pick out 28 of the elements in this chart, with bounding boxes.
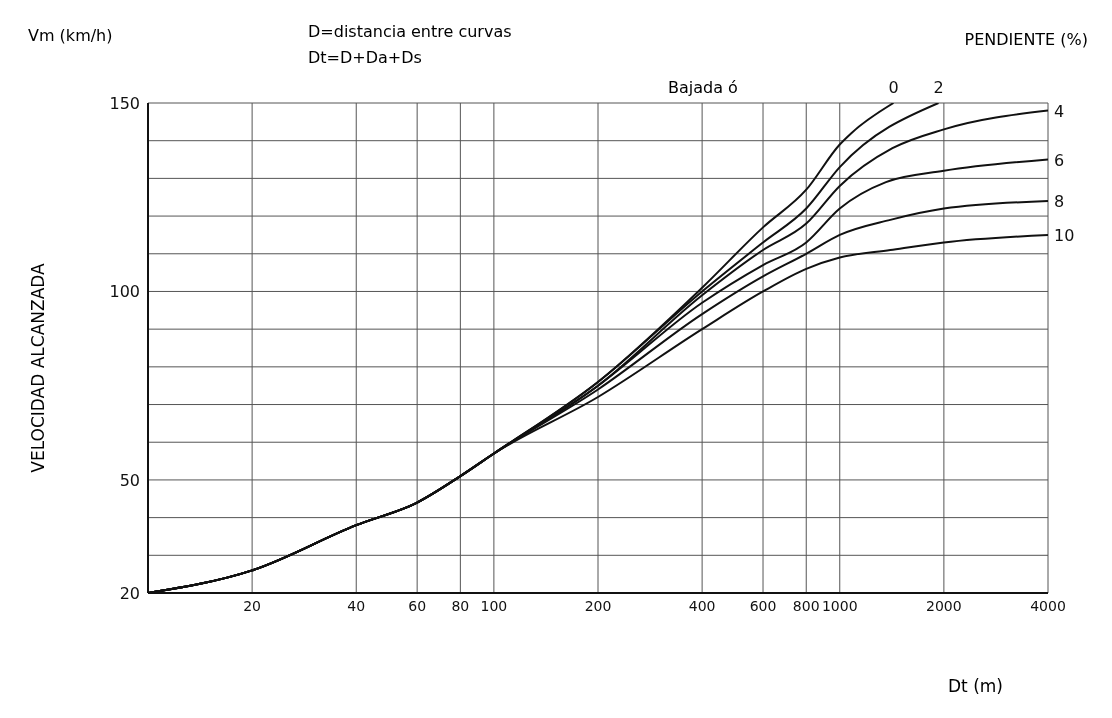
x-tick-label: 80 [451,597,470,614]
x-tick-label: 100 [480,597,508,614]
series-label: 0 [888,78,899,97]
x-tick-label: 2000 [926,597,962,614]
x-tick-label: 60 [408,597,427,614]
text: Bajada ó [668,78,738,97]
x-tick-label: 20 [243,597,262,614]
x-tick-label: 200 [584,597,612,614]
series-label: 6 [1054,150,1065,170]
legend-title: PENDIENTE (%) [964,30,1088,49]
text: Dt=D+Da+Ds [308,48,422,67]
series-label: 8 [1054,192,1065,211]
x-axis-title: Dt (m) [948,676,1003,696]
x-tick-label: 40 [347,597,366,614]
text: Vm (km/h) [28,26,113,45]
x-tick-label: 1000 [821,597,858,614]
x-tick-label: 600 [749,597,777,614]
text: D=distancia entre curvas [308,22,512,41]
x-tick-label: 4000 [1030,597,1066,614]
x-tick-label: 400 [688,597,716,614]
series-label: 10 [1054,225,1075,245]
x-tick-label: 800 [792,597,820,614]
y-axis-title: VELOCIDAD ALCANZADA [28,263,48,473]
y-tick-label: 150 [109,93,140,113]
y-tick-label: 100 [109,282,140,302]
series-label: 4 [1054,101,1065,121]
y-tick-label: 50 [119,470,140,490]
series-label: 2 [933,78,944,97]
